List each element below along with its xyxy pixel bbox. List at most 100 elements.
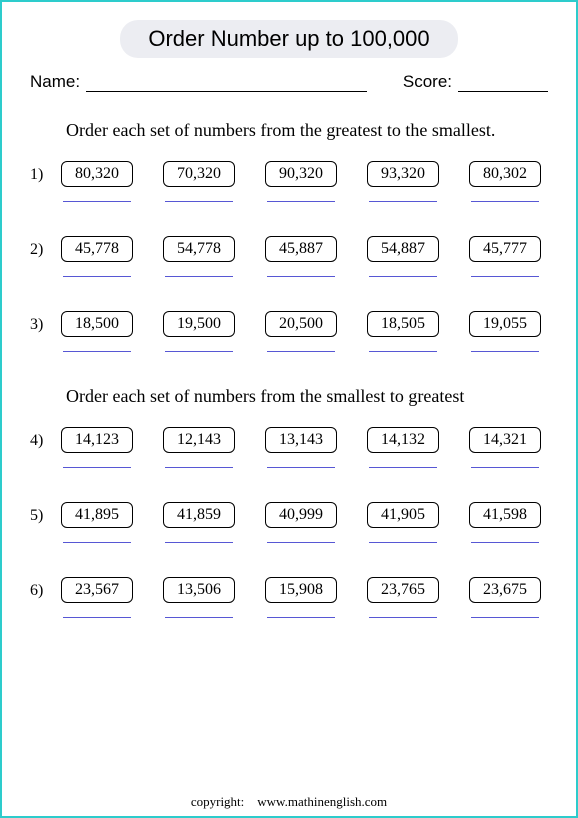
number-column: 45,778 <box>58 236 136 277</box>
number-column: 41,859 <box>160 502 238 543</box>
score-label: Score: <box>403 72 452 92</box>
instruction-1: Order each set of numbers from the great… <box>66 120 552 141</box>
problem-number: 1) <box>30 161 58 184</box>
answer-line[interactable] <box>165 276 233 277</box>
number-box: 15,908 <box>265 577 337 603</box>
number-column: 14,123 <box>58 427 136 468</box>
answer-line[interactable] <box>63 617 131 618</box>
answer-line[interactable] <box>369 617 437 618</box>
name-label: Name: <box>30 72 80 92</box>
number-box: 14,132 <box>367 427 439 453</box>
number-box: 41,598 <box>469 502 541 528</box>
answer-line[interactable] <box>471 201 539 202</box>
problem-row: 6)23,567 13,506 15,908 23,765 23,675 <box>26 577 552 618</box>
number-box: 19,500 <box>163 311 235 337</box>
number-column: 45,887 <box>262 236 340 277</box>
number-set: 23,567 13,506 15,908 23,765 23,675 <box>58 577 544 618</box>
answer-line[interactable] <box>267 351 335 352</box>
number-column: 19,055 <box>466 311 544 352</box>
number-box: 41,859 <box>163 502 235 528</box>
answer-line[interactable] <box>471 542 539 543</box>
number-column: 20,500 <box>262 311 340 352</box>
number-column: 41,905 <box>364 502 442 543</box>
number-column: 18,505 <box>364 311 442 352</box>
number-column: 41,895 <box>58 502 136 543</box>
answer-line[interactable] <box>369 542 437 543</box>
answer-line[interactable] <box>63 201 131 202</box>
answer-line[interactable] <box>267 276 335 277</box>
problem-number: 5) <box>30 502 58 525</box>
score-input-line[interactable] <box>458 76 548 92</box>
footer-copyright: copyright: www.mathinenglish.com <box>2 794 576 810</box>
problem-row: 1)80,32070,32090,32093,32080,302 <box>26 161 552 202</box>
answer-line[interactable] <box>165 351 233 352</box>
number-box: 45,778 <box>61 236 133 262</box>
answer-line[interactable] <box>63 276 131 277</box>
number-box: 23,765 <box>367 577 439 603</box>
answer-line[interactable] <box>471 351 539 352</box>
number-box: 41,895 <box>61 502 133 528</box>
number-box: 45,777 <box>469 236 541 262</box>
number-set: 80,32070,32090,32093,32080,302 <box>58 161 544 202</box>
number-column: 18,500 <box>58 311 136 352</box>
number-box: 19,055 <box>469 311 541 337</box>
number-box: 18,505 <box>367 311 439 337</box>
number-column: 93,320 <box>364 161 442 202</box>
number-column: 40,999 <box>262 502 340 543</box>
answer-line[interactable] <box>165 201 233 202</box>
number-column: 14,321 <box>466 427 544 468</box>
number-set: 14,12312,14313,14314,13214,321 <box>58 427 544 468</box>
answer-line[interactable] <box>267 617 335 618</box>
answer-line[interactable] <box>369 351 437 352</box>
answer-line[interactable] <box>165 617 233 618</box>
answer-line[interactable] <box>369 201 437 202</box>
answer-line[interactable] <box>267 201 335 202</box>
number-box: 23,675 <box>469 577 541 603</box>
problem-number: 6) <box>30 577 58 600</box>
problem-row: 4)14,12312,14313,14314,13214,321 <box>26 427 552 468</box>
number-box: 93,320 <box>367 161 439 187</box>
number-box: 90,320 <box>265 161 337 187</box>
number-box: 23,567 <box>61 577 133 603</box>
number-column: 80,302 <box>466 161 544 202</box>
number-column: 54,778 <box>160 236 238 277</box>
name-input-line[interactable] <box>86 76 367 92</box>
number-column: 45,777 <box>466 236 544 277</box>
number-box: 12,143 <box>163 427 235 453</box>
problem-row: 3)18,50019,50020,50018,50519,055 <box>26 311 552 352</box>
problem-row: 2)45,77854,77845,88754,88745,777 <box>26 236 552 277</box>
answer-line[interactable] <box>267 542 335 543</box>
answer-line[interactable] <box>63 467 131 468</box>
number-column: 12,143 <box>160 427 238 468</box>
answer-line[interactable] <box>369 467 437 468</box>
number-column: 23,675 <box>466 577 544 618</box>
number-box: 13,506 <box>163 577 235 603</box>
number-column: 23,567 <box>58 577 136 618</box>
number-box: 20,500 <box>265 311 337 337</box>
meta-row: Name: Score: <box>26 72 552 92</box>
answer-line[interactable] <box>471 467 539 468</box>
problem-number: 4) <box>30 427 58 450</box>
worksheet-title: Order Number up to 100,000 <box>120 20 457 58</box>
answer-line[interactable] <box>165 542 233 543</box>
number-box: 45,887 <box>265 236 337 262</box>
answer-line[interactable] <box>165 467 233 468</box>
number-box: 40,999 <box>265 502 337 528</box>
number-column: 19,500 <box>160 311 238 352</box>
number-column: 23,765 <box>364 577 442 618</box>
answer-line[interactable] <box>267 467 335 468</box>
answer-line[interactable] <box>369 276 437 277</box>
answer-line[interactable] <box>471 617 539 618</box>
number-box: 14,321 <box>469 427 541 453</box>
number-box: 54,778 <box>163 236 235 262</box>
number-box: 18,500 <box>61 311 133 337</box>
number-box: 54,887 <box>367 236 439 262</box>
number-set: 18,500 19,500 20,500 18,505 19,055 <box>58 311 544 352</box>
answer-line[interactable] <box>63 542 131 543</box>
copyright-label: copyright: <box>191 794 244 809</box>
answer-line[interactable] <box>471 276 539 277</box>
answer-line[interactable] <box>63 351 131 352</box>
problem-row: 5)41,895 41,859 40,999 41,905 41,598 <box>26 502 552 543</box>
copyright-site: www.mathinenglish.com <box>257 794 387 809</box>
number-box: 41,905 <box>367 502 439 528</box>
